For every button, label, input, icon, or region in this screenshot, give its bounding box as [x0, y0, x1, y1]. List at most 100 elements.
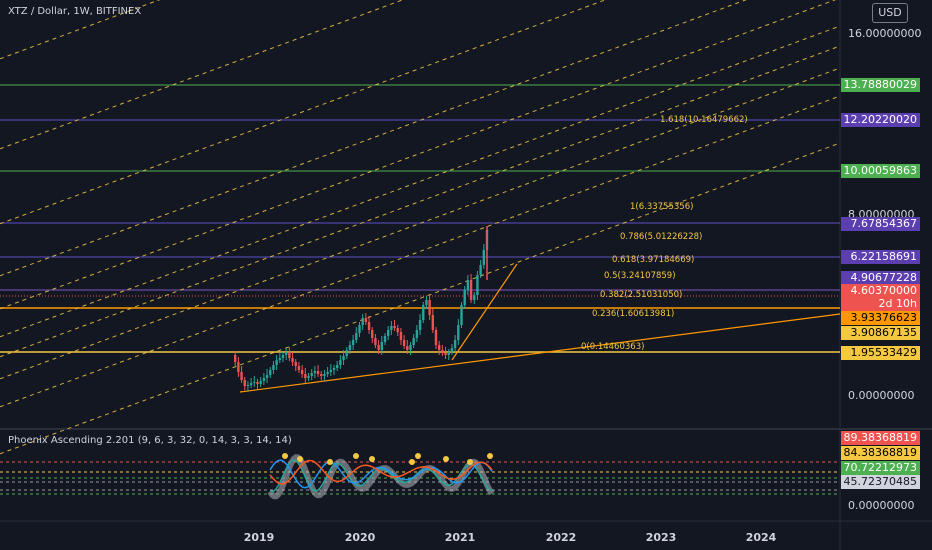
fib-label: 0.236(1.60613981) [592, 309, 675, 319]
indicator-tag: 84.38368819 [841, 446, 920, 460]
indicator-line [269, 459, 493, 493]
candle-body [288, 352, 291, 358]
candle-body [342, 356, 345, 360]
candle-body [393, 326, 396, 328]
candle-body [469, 280, 473, 300]
candle-body [256, 382, 259, 384]
currency-button[interactable]: USD [872, 3, 908, 23]
candle-body [310, 373, 313, 376]
symbol-title[interactable]: XTZ / Dollar, 1W, BITFINEX [8, 6, 142, 17]
trend-line [451, 263, 518, 361]
candle-body [371, 330, 374, 338]
candle-body [409, 345, 412, 350]
fib-label: 0.786(5.01226228) [620, 232, 703, 242]
indicator-dot [409, 459, 415, 465]
candle-body [307, 376, 310, 378]
x-tick-label: 2024 [745, 531, 777, 544]
candle-body [482, 250, 486, 265]
price-tag: 6.22158691 [841, 250, 920, 264]
indicator-dot [415, 453, 421, 459]
candle-body [390, 326, 393, 330]
fib-channel-line [0, 95, 841, 408]
candle-body [304, 374, 307, 378]
candle-body [284, 352, 288, 355]
candle-body [259, 381, 262, 384]
candle-body [425, 300, 428, 305]
candle-body [345, 350, 348, 356]
x-tick-label: 2019 [243, 531, 275, 544]
candle-body [428, 300, 431, 315]
candle-body [243, 380, 246, 386]
indicator-dot [487, 453, 493, 459]
price-tag: 4.90677228 [841, 271, 920, 285]
x-tick-label: 2023 [645, 531, 677, 544]
candle-body [348, 345, 352, 350]
y-tick-label: 0.00000000 [848, 389, 915, 402]
candle-body [476, 275, 479, 295]
candle-body [437, 345, 441, 350]
candle-body [453, 340, 457, 348]
candle-body [253, 382, 256, 383]
candle-body [367, 322, 371, 330]
candle-body [351, 340, 355, 345]
indicator-title[interactable]: Phoenix Ascending 2.201 (9, 6, 3, 32, 0,… [8, 435, 292, 446]
fib-channel-line [0, 0, 837, 310]
fib-label: 0.618(3.97184669) [612, 255, 695, 265]
candle-body [240, 372, 243, 380]
candle-body [246, 385, 250, 386]
candle-body [323, 374, 326, 376]
price-tag: 3.90867135 [841, 326, 920, 340]
indicator-dot [467, 459, 473, 465]
fib-channel-line [0, 0, 404, 150]
indicator-dot [353, 453, 359, 459]
candle-body [441, 350, 444, 353]
candle-body [463, 290, 466, 305]
fib-label: 1.618(10.16479662) [660, 115, 748, 125]
candle-body [466, 280, 470, 290]
candle-body [406, 346, 409, 350]
candle-body [460, 305, 463, 325]
candle-body [278, 358, 282, 360]
indicator-tag: 70.72212973 [841, 461, 920, 475]
candle-body [374, 338, 377, 345]
candle-body [355, 333, 358, 340]
candle-body [237, 362, 240, 372]
price-tag: 1.95533429 [841, 346, 920, 360]
price-tag: 3.93376623 [841, 311, 920, 325]
candle-body [316, 371, 320, 374]
indicator-dot [443, 456, 449, 462]
candle-body [320, 374, 323, 376]
candle-body [265, 375, 269, 378]
indicator-tag: 45.72370485 [841, 475, 920, 489]
y-tick-label: 0.00000000 [848, 499, 915, 512]
fib-label: 1(6.33755356) [630, 202, 694, 212]
candle-body [457, 325, 460, 340]
countdown-tag: 2d 10h [841, 297, 920, 311]
y-tick-label: 16.00000000 [848, 27, 922, 40]
fib-channel-line [0, 0, 607, 225]
candle-body [262, 378, 266, 381]
candle-body [358, 325, 361, 333]
candle-body [473, 295, 476, 300]
indicator-dot [297, 456, 303, 462]
indicator-dot [282, 453, 288, 459]
candle-body [332, 368, 336, 370]
candle-body [339, 360, 342, 365]
candle-body [233, 355, 237, 362]
candle-body [300, 370, 304, 374]
indicator-tag: 89.38368819 [841, 431, 920, 445]
candle-body [431, 315, 435, 330]
candle-body [434, 330, 438, 345]
candle-body [294, 362, 297, 366]
candle-body [396, 328, 399, 332]
x-tick-label: 2020 [344, 531, 376, 544]
candle-body [275, 360, 278, 365]
fib-channel-line [0, 67, 841, 380]
candle-body [361, 318, 364, 325]
fib-channel-line [0, 25, 841, 338]
candle-body [444, 353, 447, 355]
price-tag: 7.67854367 [841, 217, 920, 231]
candle-body [249, 383, 253, 385]
